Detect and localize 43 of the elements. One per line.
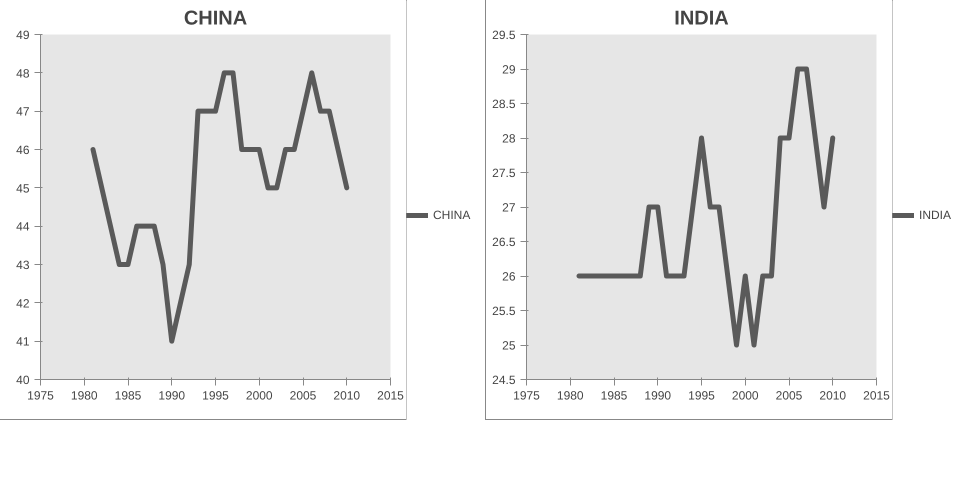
y-tick-label: 26.5 bbox=[492, 235, 516, 249]
y-tick-label: 46 bbox=[16, 143, 30, 157]
x-tick-label: 2000 bbox=[246, 388, 273, 402]
legend-label: INDIA bbox=[919, 208, 952, 222]
x-tick-label: 1980 bbox=[556, 388, 584, 402]
y-tick-label: 43 bbox=[16, 258, 30, 272]
chart-title: INDIA bbox=[674, 8, 729, 30]
x-tick-label: 1975 bbox=[513, 388, 540, 402]
y-tick-label: 29.5 bbox=[492, 28, 516, 42]
y-tick-label: 44 bbox=[16, 220, 30, 234]
y-tick-label: 29 bbox=[502, 62, 516, 76]
y-tick-label: 40 bbox=[16, 373, 30, 387]
chart-title: CHINA bbox=[184, 8, 248, 30]
y-tick-label: 45 bbox=[16, 181, 30, 196]
y-tick-label: 26 bbox=[502, 270, 516, 284]
x-tick-label: 1985 bbox=[114, 388, 142, 402]
y-tick-label: 42 bbox=[16, 296, 30, 310]
y-tick-label: 28.5 bbox=[492, 97, 516, 111]
y-tick-label: 25 bbox=[502, 338, 516, 352]
x-tick-label: 1995 bbox=[688, 388, 716, 402]
legend-label: CHINA bbox=[433, 208, 470, 222]
y-tick-label: 47 bbox=[16, 104, 30, 119]
x-tick-label: 1980 bbox=[70, 388, 98, 402]
x-tick-label: 2000 bbox=[732, 388, 759, 402]
y-tick-label: 48 bbox=[16, 66, 30, 80]
y-tick-label: 49 bbox=[16, 28, 30, 42]
x-tick-label: 1990 bbox=[644, 388, 672, 402]
y-tick-label: 25.5 bbox=[492, 304, 516, 318]
y-tick-label: 27 bbox=[502, 200, 516, 214]
x-tick-label: 1985 bbox=[600, 388, 628, 402]
y-tick-label: 28 bbox=[502, 132, 516, 146]
x-tick-label: 2010 bbox=[819, 388, 846, 402]
x-tick-label: 1990 bbox=[158, 388, 186, 402]
x-tick-label: 2015 bbox=[863, 388, 890, 402]
y-tick-label: 24.5 bbox=[492, 373, 516, 387]
y-tick-label: 27.5 bbox=[492, 166, 516, 180]
x-tick-label: 2005 bbox=[290, 388, 317, 402]
x-tick-label: 1975 bbox=[27, 388, 54, 402]
x-tick-label: 2015 bbox=[377, 388, 404, 402]
x-tick-label: 1995 bbox=[202, 388, 230, 402]
y-tick-label: 41 bbox=[16, 334, 30, 349]
x-tick-label: 2010 bbox=[333, 388, 360, 402]
x-tick-label: 2005 bbox=[776, 388, 803, 402]
